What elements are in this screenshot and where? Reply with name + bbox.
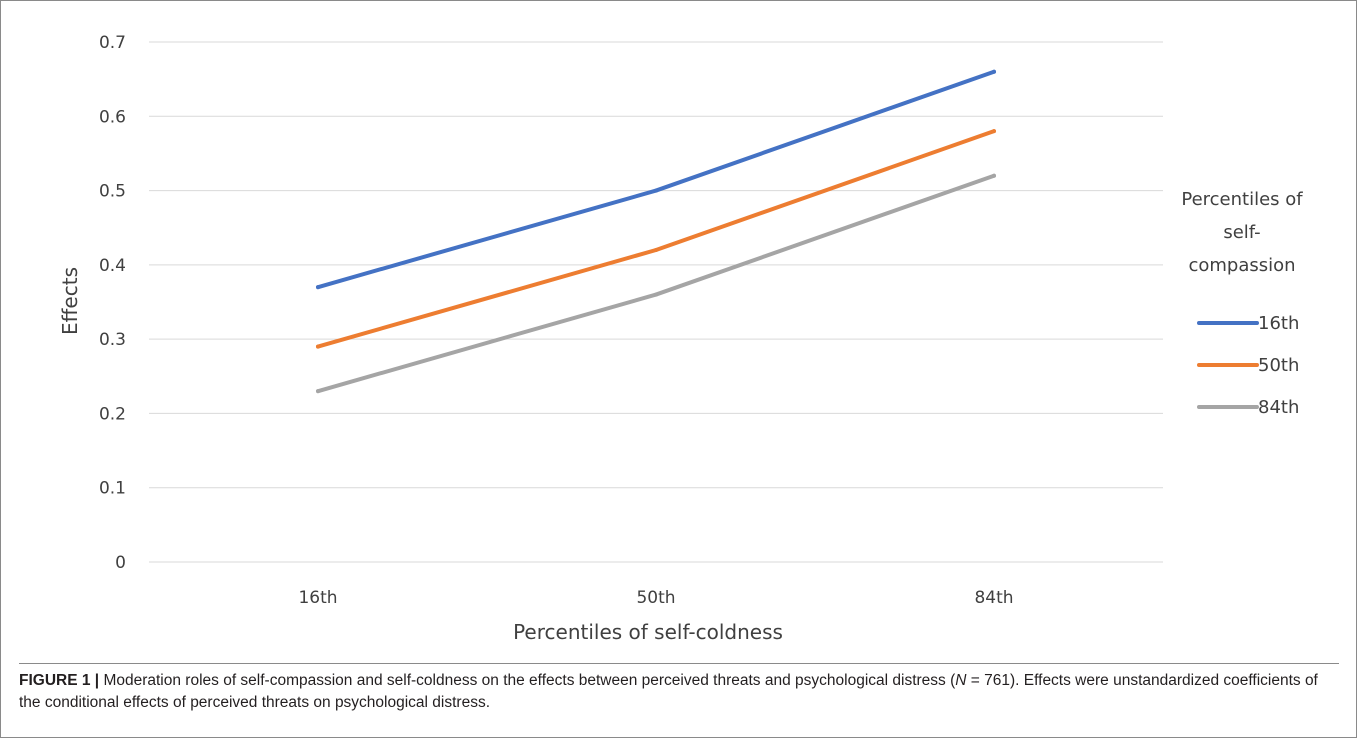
caption-text-1: Moderation roles of self-compassion and … bbox=[99, 672, 956, 689]
caption-text-2: = 761). Effects were unstandardized coef… bbox=[19, 672, 1318, 711]
data-point-84th-84th bbox=[992, 173, 996, 178]
caption-n-symbol: N bbox=[955, 672, 967, 689]
legend-label-84th: 84th bbox=[1258, 397, 1299, 418]
legend-title-line-1: Percentiles of bbox=[1181, 189, 1303, 210]
y-axis-title: Effects bbox=[58, 267, 82, 335]
legend-title-line-3: compassion bbox=[1188, 255, 1295, 276]
series-line-50th bbox=[316, 129, 996, 349]
caption-label: FIGURE 1 | bbox=[19, 672, 100, 689]
x-tick-label-0: 16th bbox=[298, 588, 337, 608]
x-axis-ticks: 16th 50th 84th bbox=[298, 588, 1013, 608]
data-point-84th-16th bbox=[316, 389, 320, 394]
data-point-50th-50th bbox=[654, 248, 658, 252]
series-lines bbox=[316, 69, 996, 394]
legend-entries: 16th 50th 84th bbox=[1197, 313, 1299, 418]
x-tick-label-2: 84th bbox=[974, 588, 1013, 608]
y-tick-label-1: 0.1 bbox=[99, 479, 126, 499]
x-axis-title: Percentiles of self-coldness bbox=[513, 620, 783, 644]
data-point-50th-84th bbox=[992, 129, 996, 134]
y-tick-label-0: 0 bbox=[115, 553, 126, 573]
y-tick-label-4: 0.4 bbox=[99, 256, 126, 276]
y-tick-label-2: 0.2 bbox=[99, 404, 126, 424]
x-tick-label-1: 50th bbox=[636, 588, 675, 608]
data-point-16th-84th bbox=[992, 69, 996, 74]
series-line-16th bbox=[316, 69, 996, 290]
line-chart: 0 0.1 0.2 0.3 0.4 0.5 0.6 0.7 16th 50th 84th Effe… bbox=[58, 33, 1303, 644]
y-tick-label-3: 0.3 bbox=[99, 330, 126, 350]
series-line-84th bbox=[316, 173, 996, 394]
data-point-16th-50th bbox=[654, 188, 658, 193]
figure-caption: FIGURE 1 | Moderation roles of self-comp… bbox=[19, 663, 1339, 714]
legend: Percentiles of self- compassion 16th 50th… bbox=[1181, 189, 1303, 418]
y-axis-ticks: 0 0.1 0.2 0.3 0.4 0.5 0.6 0.7 bbox=[99, 33, 126, 573]
legend-title-line-2: self- bbox=[1223, 222, 1260, 243]
y-tick-label-5: 0.5 bbox=[99, 182, 126, 202]
data-point-50th-16th bbox=[316, 344, 320, 349]
data-point-84th-50th bbox=[654, 292, 658, 297]
data-point-16th-16th bbox=[316, 285, 320, 290]
gridlines bbox=[149, 41, 1163, 563]
legend-label-50th: 50th bbox=[1258, 355, 1299, 376]
y-tick-label-6: 0.6 bbox=[99, 107, 126, 127]
legend-label-16th: 16th bbox=[1258, 313, 1299, 334]
y-tick-label-7: 0.7 bbox=[99, 33, 126, 53]
